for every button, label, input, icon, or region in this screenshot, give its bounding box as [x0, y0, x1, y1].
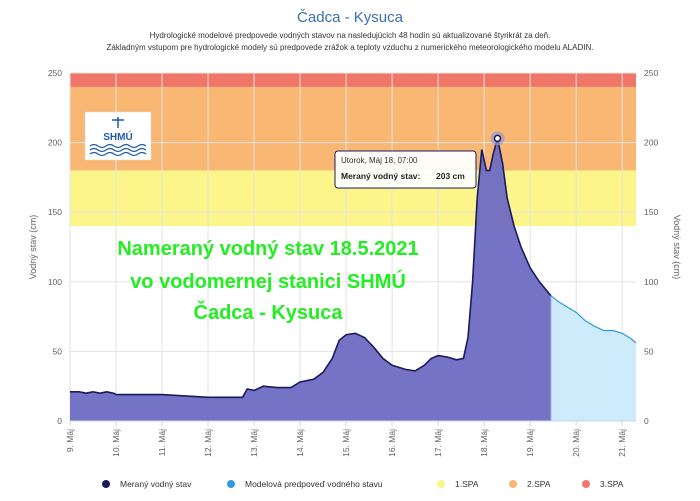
logo-wave	[89, 143, 147, 149]
annotation-line-3: Čadca - Kysuca	[194, 300, 344, 324]
legend-marker	[582, 480, 590, 488]
y-tick-label-right: 200	[644, 138, 658, 148]
tooltip-value: 203 cm	[436, 171, 465, 181]
legend-marker	[227, 480, 235, 488]
legend-label: 1.SPA	[455, 479, 479, 489]
y-tick-label-right: 0	[644, 416, 649, 426]
legend-label: 2.SPA	[527, 479, 551, 489]
logo-text: SHMÚ	[103, 130, 132, 143]
y-tick-label-left: 50	[53, 346, 63, 356]
legend-label: 3.SPA	[600, 479, 624, 489]
legend[interactable]: Meraný vodný stav Modelová predpoveď vodn…	[102, 479, 624, 489]
grid-lines	[69, 72, 636, 422]
y-tick-label-left: 200	[48, 138, 62, 148]
alert-band-3spa	[70, 73, 636, 87]
x-tick-label: 19. Máj	[525, 429, 535, 457]
x-tick-label: 17. Máj	[433, 429, 443, 457]
x-tick-label: 11. Máj	[157, 429, 167, 456]
y-tick-label-left: 250	[48, 68, 62, 78]
x-tick-label: 10. Máj	[111, 429, 121, 457]
chart-subtitle-line-2: Základným vstupom pre hydrologické model…	[107, 43, 594, 52]
series-area-forecast	[550, 295, 636, 421]
chart-subtitle-line-1: Hydrologické modelové predpovede vodných…	[150, 31, 551, 40]
x-tick-label: 14. Máj	[295, 429, 305, 457]
x-tick-label: 12. Máj	[203, 429, 213, 457]
series-line-measured	[70, 138, 552, 399]
legend-marker	[437, 480, 445, 488]
x-tick-label: 9. Máj	[65, 429, 75, 452]
axes: 0 0 50 50 100 100 150 150 200 200 250 250 9. Máj 10. …	[28, 68, 682, 457]
y-tick-label-left: 150	[48, 207, 62, 217]
logo-wave	[89, 151, 147, 157]
series-line-forecast	[550, 295, 637, 344]
tooltip-label: Meraný vodný stav:	[341, 171, 421, 181]
hover-point	[493, 134, 502, 143]
annotation-line-2: vo vodomernej stanici SHMÚ	[130, 269, 406, 293]
y-axis-title-right: Vodný stav (cm)	[672, 215, 682, 280]
tooltip: Utorok, Máj 18, 07:00 Meraný vodný stav: 2…	[334, 131, 505, 189]
tooltip-box	[334, 150, 477, 189]
x-tick-label: 20. Máj	[571, 429, 581, 457]
y-tick-label-right: 150	[644, 207, 658, 217]
alert-bands	[70, 73, 636, 227]
x-tick-label: 16. Máj	[387, 429, 397, 457]
y-tick-label-left: 0	[57, 416, 62, 426]
x-tick-label: 15. Máj	[341, 429, 351, 457]
y-tick-label-right: 250	[644, 68, 658, 78]
shmu-logo: SHMÚ	[84, 111, 152, 161]
y-axis-title-left: Vodný stav (cm)	[28, 215, 38, 280]
series	[70, 138, 637, 421]
legend-marker	[102, 480, 110, 488]
annotation: Nameraný vodný stav 18.5.2021 vo vodomern…	[117, 238, 418, 324]
y-tick-label-left: 100	[48, 277, 62, 287]
legend-label: Meraný vodný stav	[120, 479, 192, 489]
tooltip-header: Utorok, Máj 18, 07:00	[341, 156, 418, 165]
x-tick-label: 13. Máj	[249, 429, 259, 457]
y-tick-label-right: 50	[644, 346, 654, 356]
legend-label: Modelová predpoveď vodného stavu	[245, 479, 383, 489]
y-tick-label-right: 100	[644, 277, 658, 287]
annotation-line-1: Nameraný vodný stav 18.5.2021	[117, 238, 418, 260]
logo-wave	[89, 147, 147, 153]
x-tick-label: 21. Máj	[617, 429, 627, 457]
chart-title: Čadca - Kysuca	[297, 9, 404, 26]
legend-marker	[509, 480, 517, 488]
x-tick-label: 18. Máj	[479, 429, 489, 457]
